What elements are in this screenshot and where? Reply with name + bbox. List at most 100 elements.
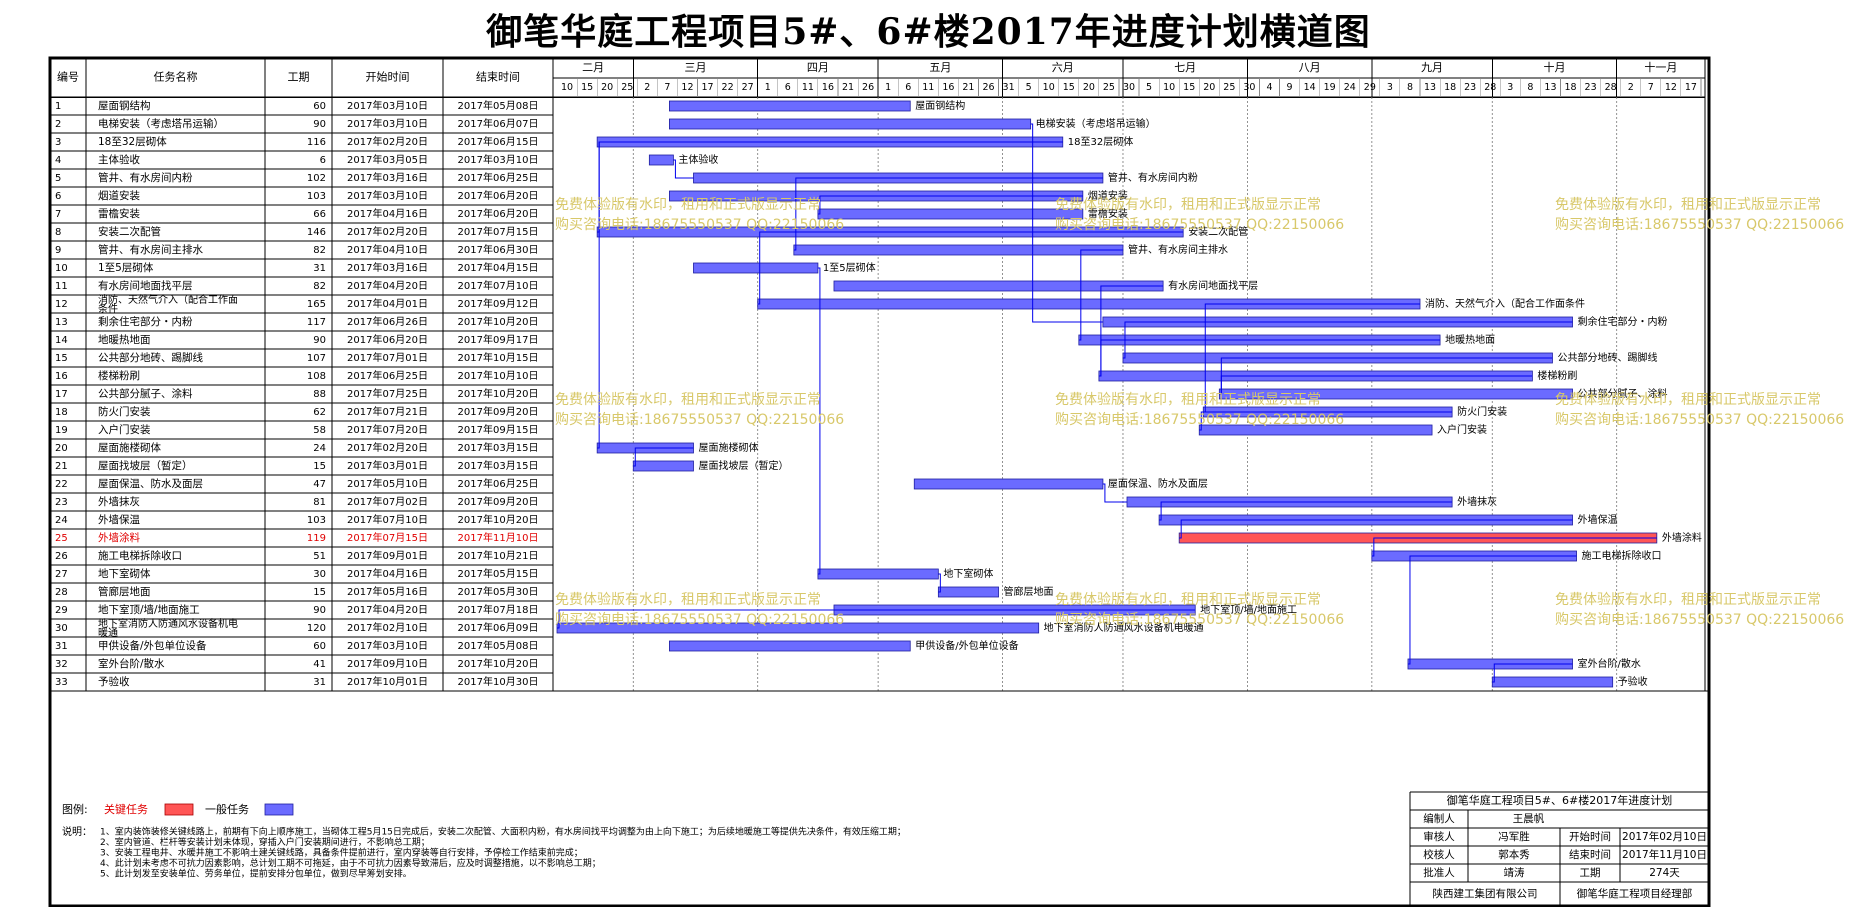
month-label: 二月: [582, 61, 604, 74]
cell-no: 27: [55, 569, 68, 580]
legend-critical-swatch: [164, 803, 194, 816]
cell-start: 2017年03月10日: [347, 189, 428, 202]
watermark-text: 免费体验版有水印，租用和正式版显示正常: [1555, 592, 1821, 608]
watermark-text: 购买咨询电话:18675550537 QQ:22150066: [555, 217, 844, 233]
cell-end: 2017年10月20日: [458, 513, 539, 526]
cell-name: 地下室砌体: [98, 567, 151, 580]
cell-name: 屋面保温、防水及面层: [98, 477, 203, 490]
month-label: 九月: [1421, 61, 1443, 74]
cell-duration: 146: [307, 227, 326, 238]
header-no: 编号: [57, 70, 79, 84]
cell-name: 外墙保温: [98, 513, 140, 526]
cell-duration: 90: [313, 119, 326, 130]
day-label: 9: [1287, 82, 1293, 93]
bar-label: 管井、有水房间主排水: [1128, 243, 1228, 256]
gantt-bar: [937, 586, 999, 598]
note-line: 2、室内管道、栏杆等安装计划未体现，穿插入户门安装期间进行，不影响总工期；: [100, 836, 430, 848]
cell-start: 2017年03月16日: [347, 171, 428, 184]
legend-label: 图例:: [62, 802, 88, 816]
dependency-link: [673, 159, 694, 179]
signoff-duration-label: 工期: [1580, 867, 1601, 879]
gantt-bar: [669, 640, 911, 652]
dependency-link: [1219, 357, 1553, 395]
day-label: 25: [621, 82, 633, 93]
cell-start: 2017年07月01日: [347, 351, 428, 364]
cell-duration: 60: [313, 641, 326, 652]
bar-label: 楼梯粉刷: [1537, 369, 1577, 382]
day-label: 21: [842, 82, 854, 93]
cell-start: 2017年05月10日: [347, 477, 428, 490]
signoff-start: 2017年02月10日: [1622, 830, 1707, 843]
dependency-link: [757, 231, 1184, 305]
cell-start: 2017年04月16日: [347, 567, 428, 580]
bar-label: 予验收: [1618, 675, 1648, 688]
cell-start: 2017年03月01日: [347, 459, 428, 472]
day-label: 11: [802, 82, 814, 93]
cell-name: 烟道安装: [98, 189, 140, 202]
day-label: 12: [1665, 82, 1677, 93]
day-label: 31: [1003, 82, 1015, 93]
day-label: 10: [1163, 82, 1175, 93]
cell-start: 2017年04月01日: [347, 297, 428, 310]
dependency-link: [557, 609, 1196, 629]
cell-start: 2017年04月20日: [347, 279, 428, 292]
cell-duration: 15: [313, 587, 326, 598]
bar-label: 雷檐安装: [1088, 207, 1128, 220]
signoff-checker: 郭本秀: [1498, 848, 1530, 861]
cell-start: 2017年02月20日: [347, 225, 428, 238]
signoff-approver-label: 批准人: [1423, 866, 1455, 879]
signoff-end: 2017年11月10日: [1622, 848, 1707, 861]
day-label: 22: [722, 82, 734, 93]
cell-end: 2017年04月15日: [458, 261, 539, 274]
month-label: 七月: [1174, 61, 1196, 74]
cell-no: 25: [55, 533, 68, 544]
day-label: 24: [1344, 82, 1356, 93]
day-label: 12: [681, 82, 693, 93]
month-label: 八月: [1299, 61, 1321, 74]
cell-no: 17: [55, 389, 68, 400]
signoff-made-by: 王晨帆: [1513, 812, 1545, 825]
cell-start: 2017年06月26日: [347, 315, 428, 328]
cell-end: 2017年06月25日: [458, 171, 539, 184]
cell-name: 主体验收: [98, 153, 140, 166]
bar-label: 地下室砌体: [943, 567, 993, 580]
cell-no: 6: [55, 191, 61, 202]
header-start: 开始时间: [366, 70, 410, 84]
dependency-link: [1098, 339, 1441, 377]
day-label: 1: [885, 82, 891, 93]
cell-name: 入户门安装: [98, 423, 151, 436]
cell-end: 2017年09月12日: [458, 297, 539, 310]
day-label: 28: [1484, 82, 1496, 93]
cell-name: 剩余住宅部分・内粉: [98, 315, 193, 328]
cell-duration: 117: [307, 317, 326, 328]
watermark-text: 购买咨询电话:18675550537 QQ:22150066: [555, 412, 844, 428]
cell-start: 2017年04月20日: [347, 603, 428, 616]
bar-label: 管井、有水房间内粉: [1108, 171, 1198, 184]
cell-name: 施工电梯拆除收口: [98, 549, 182, 562]
day-label: 26: [862, 82, 874, 93]
watermark-text: 购买咨询电话:18675550537 QQ:22150066: [1055, 612, 1344, 628]
day-label: 30: [1123, 82, 1135, 93]
bar-label: 外墙抹灰: [1457, 495, 1497, 508]
cell-duration: 31: [313, 263, 326, 274]
cell-end: 2017年10月20日: [458, 657, 539, 670]
signoff-checker-label: 校核人: [1423, 848, 1455, 861]
dependency-link: [633, 447, 694, 467]
cell-end: 2017年09月20日: [458, 405, 539, 418]
bar-label: 地下室顶/墙/地面施工: [1200, 603, 1297, 616]
cell-name: 管井、有水房间主排水: [98, 243, 203, 256]
bar-label: 安装二次配管: [1188, 225, 1248, 238]
cell-name: 公共部分地砖、踢脚线: [98, 351, 203, 364]
cell-no: 28: [55, 587, 68, 598]
cell-no: 3: [55, 137, 61, 148]
cell-duration: 103: [307, 515, 326, 526]
header-end: 结束时间: [476, 71, 520, 84]
cell-end: 2017年03月15日: [458, 459, 539, 472]
page-title: 御笔华庭工程项目5#、6#楼2017年进度计划横道图: [486, 11, 1371, 53]
cell-start: 2017年09月01日: [347, 549, 428, 562]
cell-start: 2017年07月20日: [347, 423, 428, 436]
bar-label: 剩余住宅部分・内粉: [1578, 315, 1668, 328]
day-label: 10: [1043, 82, 1055, 93]
cell-start: 2017年02月10日: [347, 621, 428, 634]
cell-name: 楼梯粉刷: [98, 369, 140, 382]
